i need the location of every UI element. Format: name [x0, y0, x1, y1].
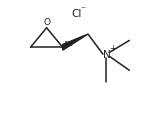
Text: ⁻: ⁻ — [80, 5, 85, 15]
Text: Cl: Cl — [71, 9, 82, 19]
Text: O: O — [43, 18, 50, 27]
Text: +: + — [109, 44, 116, 53]
Text: N: N — [103, 50, 110, 60]
Text: &1: &1 — [64, 40, 74, 46]
Polygon shape — [63, 35, 88, 51]
